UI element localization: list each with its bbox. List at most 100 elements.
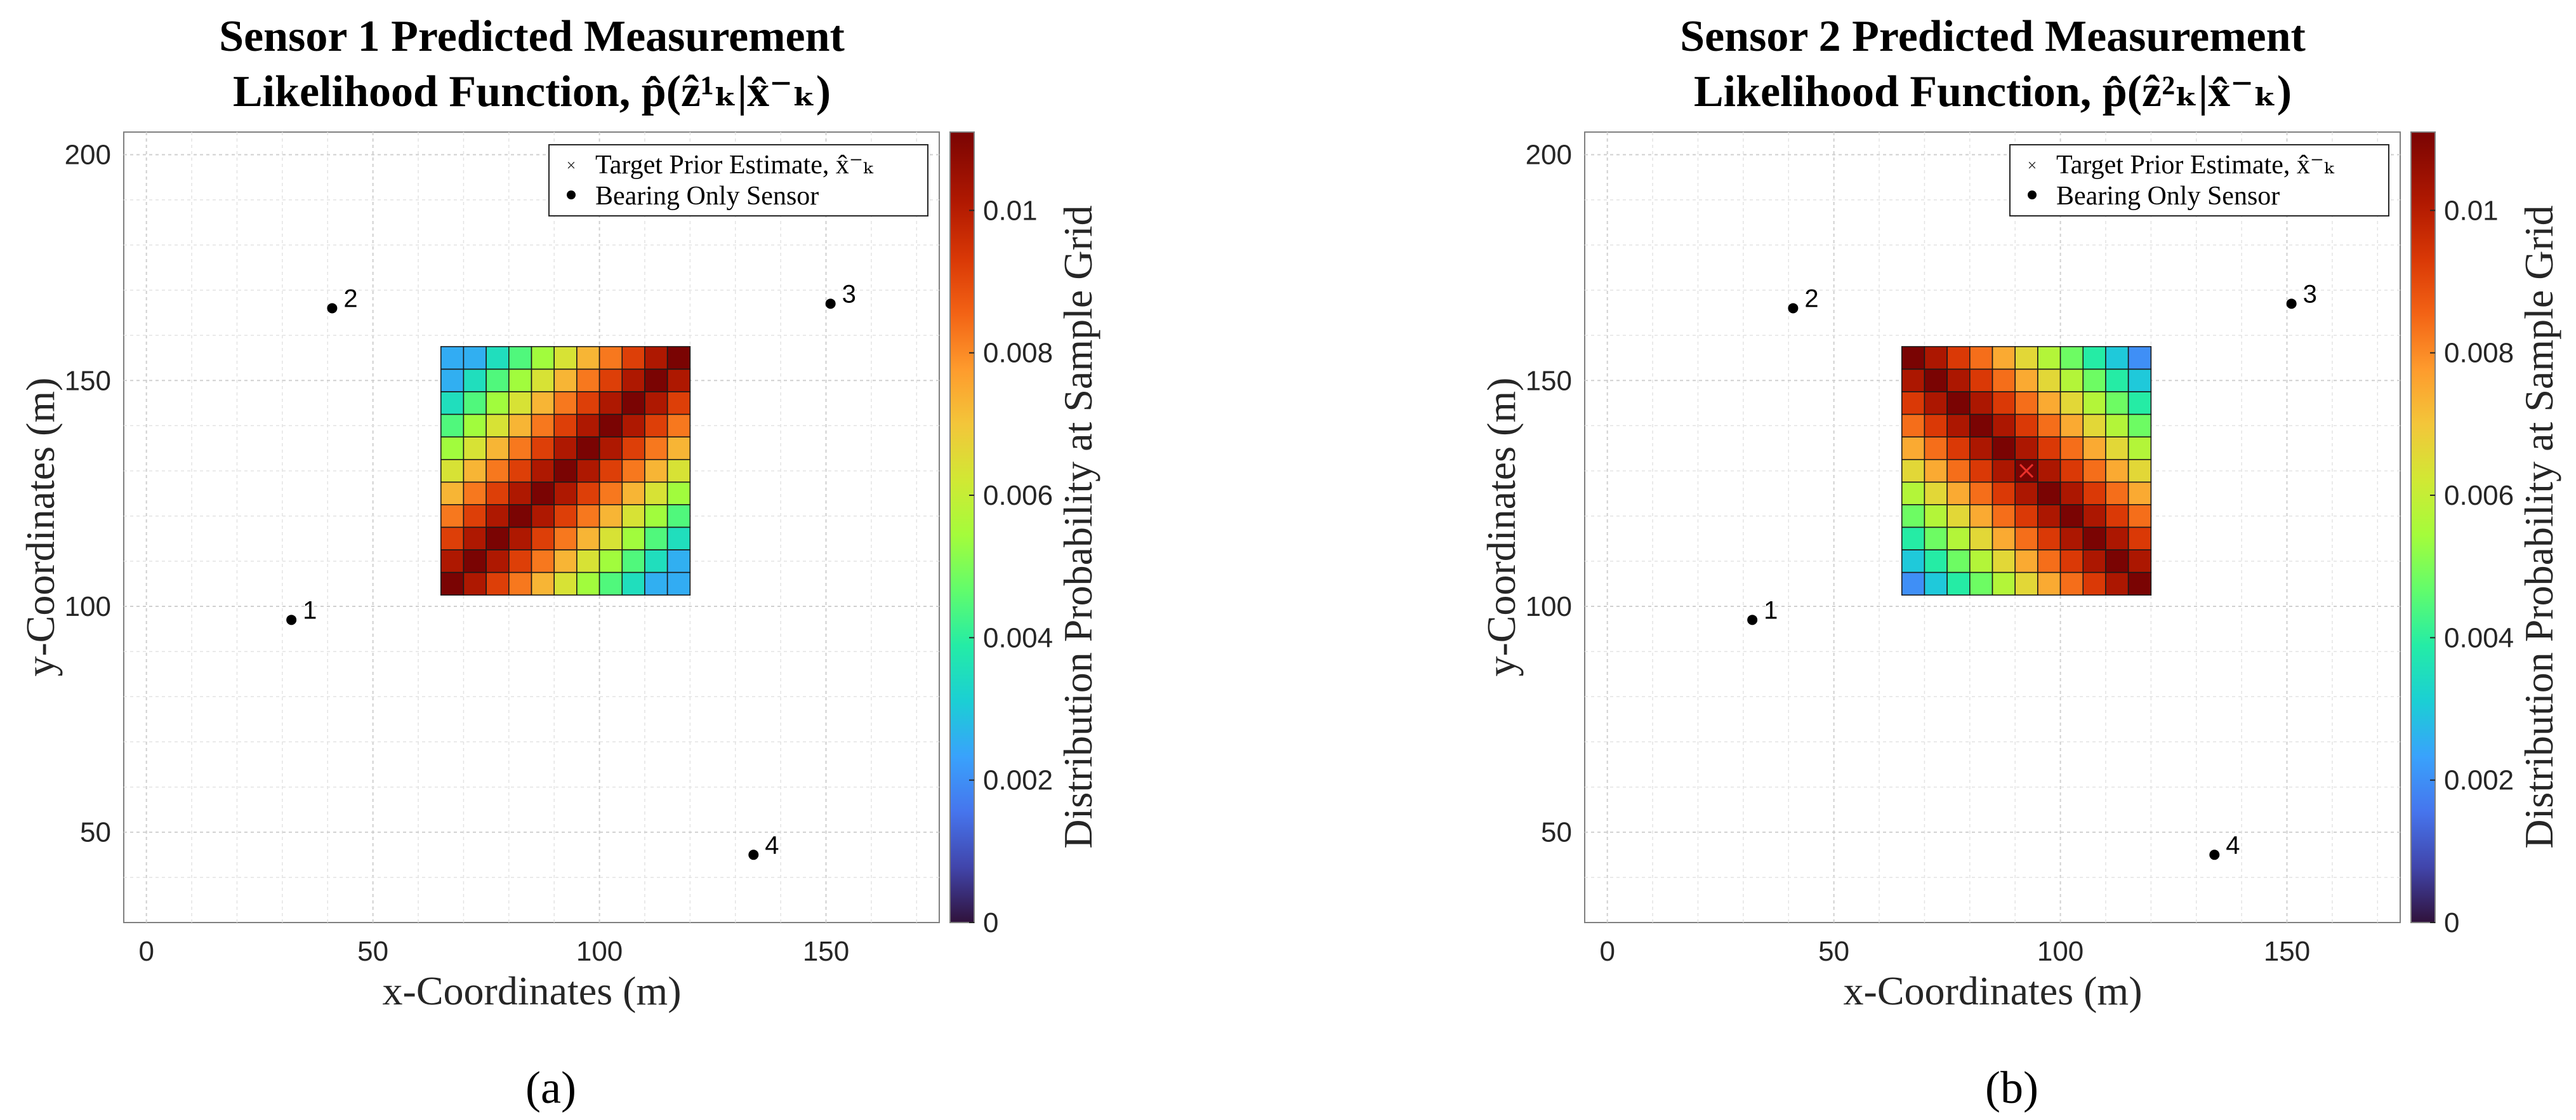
heatmap-cell <box>553 368 578 392</box>
heatmap-cell <box>1969 413 1993 438</box>
heatmap-cell <box>2059 391 2084 415</box>
colorbar-gradient <box>2410 131 2436 923</box>
heatmap-cell <box>598 413 623 438</box>
heatmap-cell <box>508 571 532 596</box>
legend-box <box>2009 144 2389 217</box>
heatmap-cell <box>2037 504 2061 528</box>
heatmap-cell <box>621 368 645 392</box>
legend-entry-target: Target Prior Estimate, x̂⁻ₖ <box>2056 150 2335 180</box>
heatmap-cell <box>2037 346 2061 370</box>
sensor-label: 1 <box>303 596 317 624</box>
heatmap-cell <box>553 549 578 573</box>
heatmap-cell <box>621 346 645 370</box>
heatmap-cell <box>666 346 691 370</box>
heatmap-cell <box>1969 436 1993 460</box>
heatmap-cell <box>1969 368 1993 392</box>
chart-title-line2: Likelihood Function, p̂(ẑ¹ₖ|x̂⁻ₖ) <box>233 67 831 116</box>
sensor-marker <box>1788 303 1799 314</box>
heatmap-cell <box>1991 346 2016 370</box>
heatmap-cell <box>2082 526 2106 550</box>
x-tick-label: 0 <box>1599 936 1615 967</box>
heatmap-cell <box>1924 436 1948 460</box>
heatmap-cell <box>2014 346 2038 370</box>
heatmap-cell <box>440 391 465 415</box>
heatmap-cell <box>508 549 532 573</box>
colorbar-label: Distribution Probability at Sample Grid <box>1055 205 1100 848</box>
y-tick-label: 100 <box>1526 591 1572 622</box>
legend: × Target Prior Estimate, x̂⁻ₖ Bearing On… <box>2009 144 2389 217</box>
sensor-markers: 1 2 3 4 <box>286 280 856 860</box>
panel-a: Sensor 1 Predicted Measurement Likelihoo… <box>18 12 1100 1113</box>
heatmap-cell <box>1924 368 1948 392</box>
heatmap-cell <box>2082 368 2106 392</box>
grid <box>1585 132 2400 923</box>
heatmap-cell <box>1901 391 1925 415</box>
heatmap-cell <box>2059 549 2084 573</box>
heatmap-cell <box>576 481 600 505</box>
sensor-marker <box>748 850 759 860</box>
legend-marker-x: × <box>2028 156 2037 175</box>
colorbar-tick-label: 0.006 <box>2444 480 2514 511</box>
heatmap-cell <box>531 481 555 505</box>
y-axis-label: y-Coordinates (m) <box>18 378 63 677</box>
panel-label: (b) <box>1985 1062 2038 1113</box>
heatmap-cell <box>2105 571 2129 596</box>
x-tick-label: 50 <box>1818 936 1849 967</box>
heatmap-cell <box>2014 571 2038 596</box>
y-tick-label: 200 <box>65 140 111 171</box>
heatmap-cell <box>485 571 510 596</box>
heatmap-cell <box>2014 549 2038 573</box>
colorbar-tick-label: 0.01 <box>983 195 1038 226</box>
heatmap-cell <box>531 346 555 370</box>
heatmap-cell <box>440 549 465 573</box>
heatmap-cell <box>1901 368 1925 392</box>
colorbar-label: Distribution Probability at Sample Grid <box>2516 205 2561 848</box>
heatmap-cell <box>2059 346 2084 370</box>
heatmap-cell <box>666 571 691 596</box>
heatmap-cell <box>531 436 555 460</box>
heatmap-cell <box>644 391 668 415</box>
chart-title-line1: Sensor 2 Predicted Measurement <box>1680 12 2306 61</box>
sensor-marker <box>825 298 836 309</box>
colorbar-tick-label: 0 <box>2444 907 2459 938</box>
heatmap-cell <box>1946 481 1971 505</box>
heatmap-cell <box>1991 391 2016 415</box>
heatmap-cell <box>1901 571 1925 596</box>
heatmap-cell <box>1946 504 1971 528</box>
heatmap-cell <box>2059 458 2084 483</box>
heatmap-cell <box>485 391 510 415</box>
heatmap-cell <box>485 458 510 483</box>
heatmap-cell <box>598 458 623 483</box>
legend-entry-sensor: Bearing Only Sensor <box>2056 182 2280 211</box>
sensor-label: 4 <box>2226 831 2240 859</box>
heatmap-cell <box>1901 504 1925 528</box>
heatmap-cell <box>1901 436 1925 460</box>
heatmap-cell <box>666 526 691 550</box>
heatmap-cell <box>1924 526 1948 550</box>
heatmap-cell <box>576 346 600 370</box>
chart-title-line2: Likelihood Function, p̂(ẑ²ₖ|x̂⁻ₖ) <box>1694 67 2292 116</box>
heatmap-cell <box>2105 458 2129 483</box>
heatmap-cell <box>553 504 578 528</box>
heatmap-cell <box>576 413 600 438</box>
y-axis-label: y-Coordinates (m) <box>1479 378 1524 677</box>
heatmap-cell <box>440 571 465 596</box>
heatmap-cell <box>2059 571 2084 596</box>
heatmap-cell <box>2105 481 2129 505</box>
heatmap-cell <box>2082 458 2106 483</box>
heatmap-cell <box>463 481 487 505</box>
heatmap-cell <box>2105 346 2129 370</box>
heatmap-cell <box>1946 526 1971 550</box>
heatmap-cell <box>621 481 645 505</box>
colorbar: 0 0.002 0.004 0.006 0.008 0.01 Distribution P… <box>949 131 1100 938</box>
heatmap-cell <box>463 436 487 460</box>
legend-marker-dot <box>567 190 576 199</box>
x-tick-label: 100 <box>576 936 623 967</box>
heatmap-cell <box>2105 504 2129 528</box>
heatmap-cell <box>485 481 510 505</box>
heatmap-cell <box>531 571 555 596</box>
heatmap-cell <box>621 413 645 438</box>
colorbar-tick-label: 0.002 <box>983 765 1053 796</box>
heatmap-cell <box>2059 526 2084 550</box>
